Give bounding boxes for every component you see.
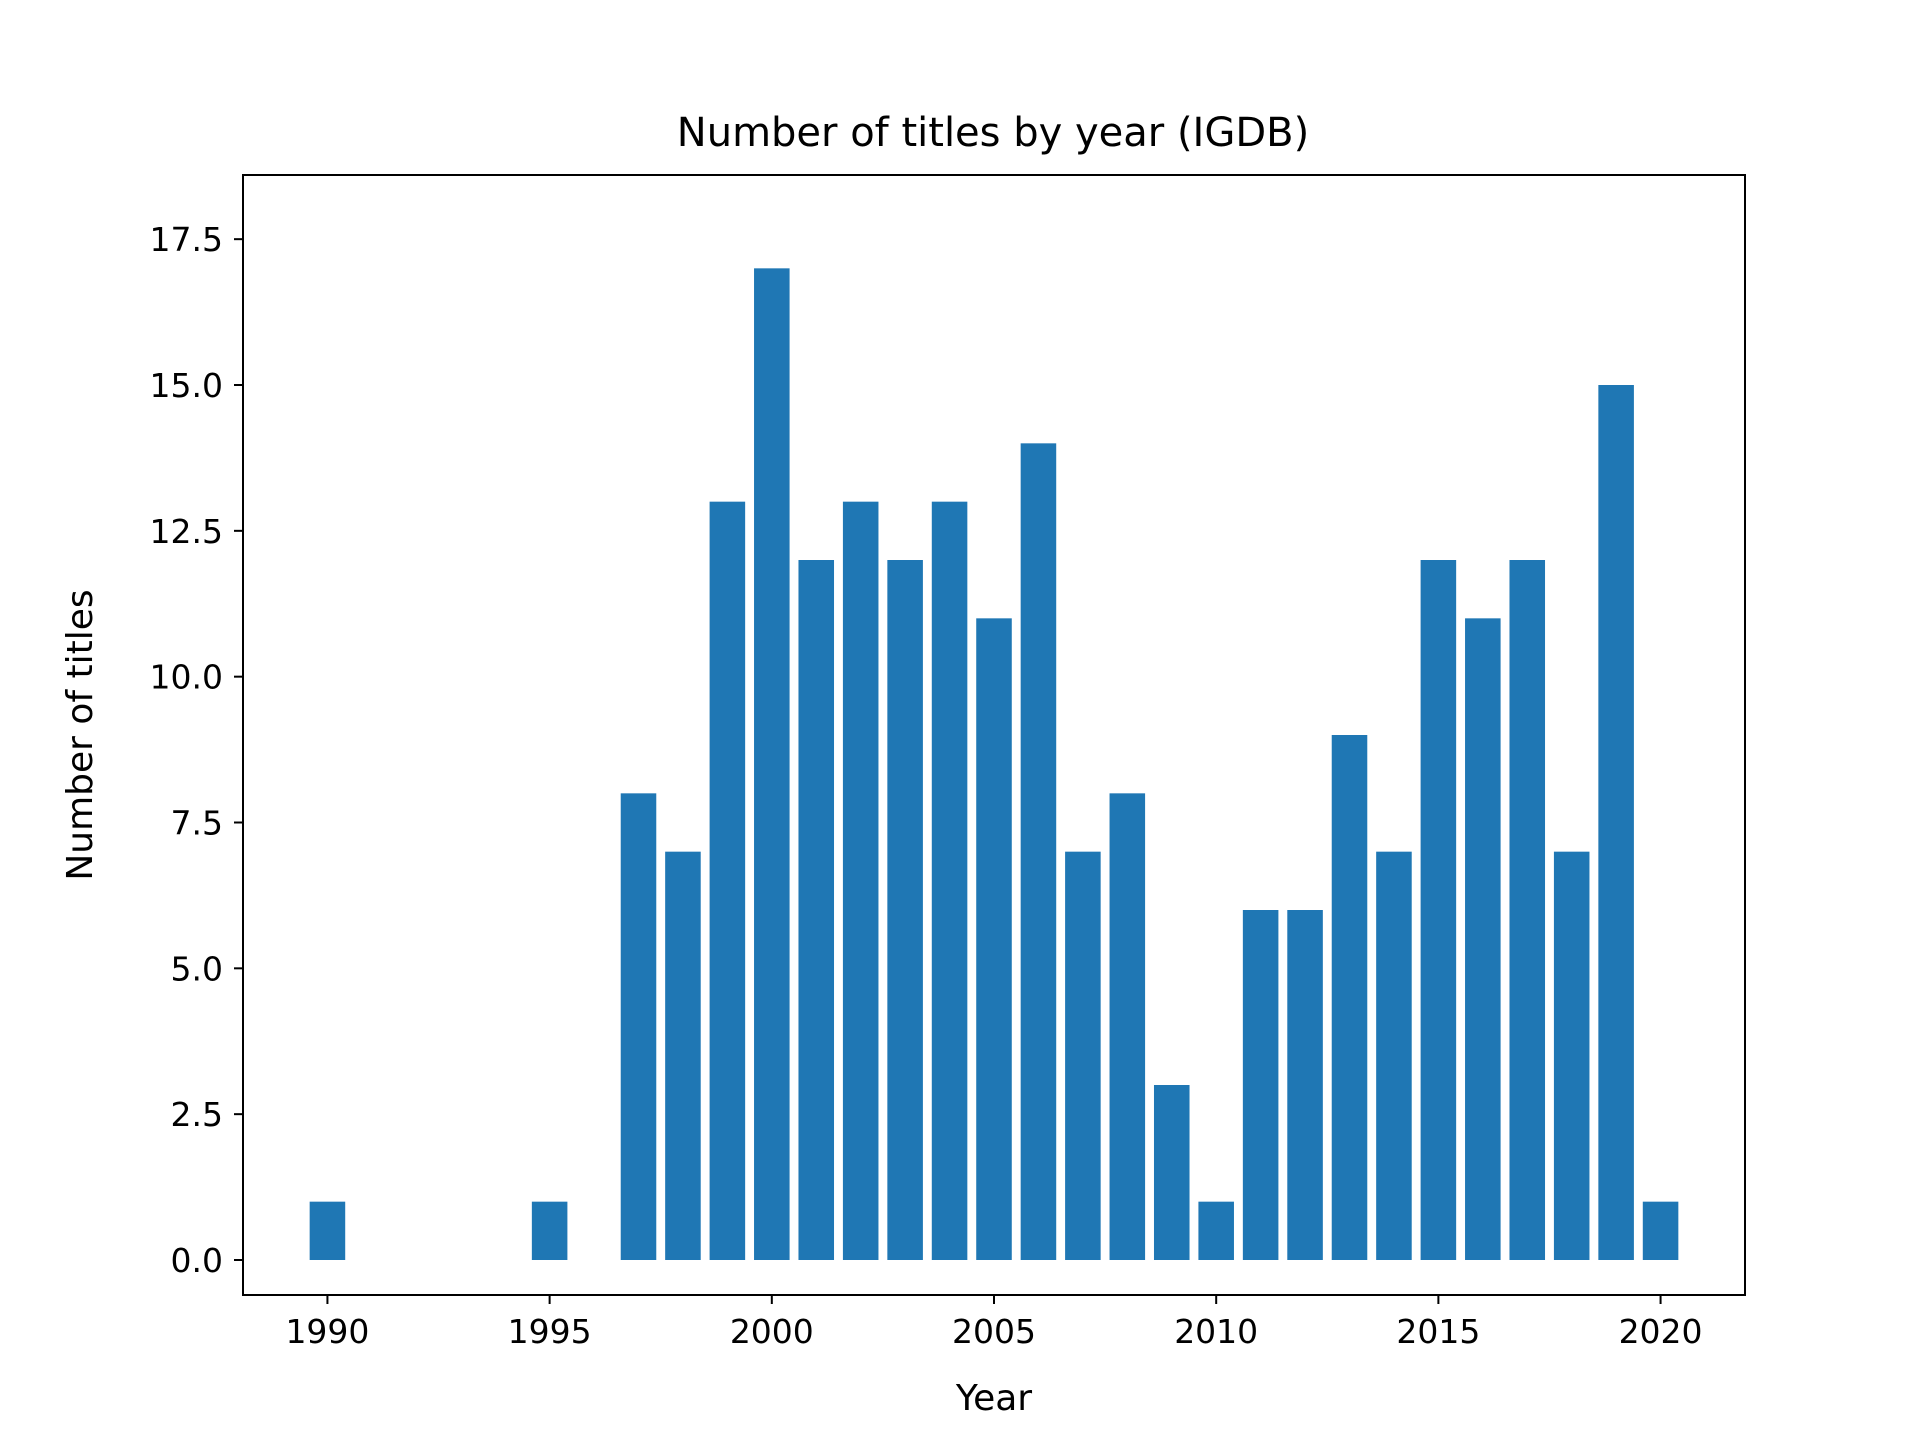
bar-2002	[842, 501, 879, 1261]
bar-1998	[665, 851, 701, 1260]
x-tick-label: 2010	[1174, 1312, 1258, 1351]
y-tick-label: 5.0	[171, 949, 223, 988]
x-tick-label: 2005	[952, 1312, 1036, 1351]
bar-2008	[1109, 793, 1146, 1260]
y-tick-label: 17.5	[150, 220, 223, 259]
bar-2011	[1242, 910, 1279, 1260]
bar-2014	[1376, 851, 1412, 1260]
x-axis-label: Year	[955, 1378, 1032, 1419]
bar-2018	[1553, 851, 1590, 1260]
bar-1999	[709, 501, 746, 1261]
bar-1990	[309, 1201, 346, 1260]
bars-group	[309, 268, 1679, 1261]
bar-2017	[1509, 560, 1546, 1260]
x-tick-label: 2015	[1396, 1312, 1480, 1351]
y-tick-label: 12.5	[150, 512, 223, 551]
bar-2020	[1642, 1201, 1679, 1260]
bar-1997	[620, 793, 657, 1260]
bar-2012	[1287, 910, 1323, 1260]
bar-2015	[1420, 560, 1457, 1260]
x-tick-label: 1995	[508, 1312, 592, 1351]
bar-2019	[1598, 385, 1634, 1260]
y-axis-label: Number of titles	[60, 589, 101, 880]
plot-frame	[242, 174, 1746, 1296]
bar-2016	[1465, 618, 1501, 1260]
bar-2005	[976, 618, 1012, 1260]
bar-2000	[754, 268, 790, 1260]
bar-1995	[531, 1201, 568, 1260]
bar-2001	[798, 560, 835, 1260]
y-tick-label: 7.5	[171, 804, 223, 843]
x-tick-label: 2000	[730, 1312, 814, 1351]
bar-2003	[887, 560, 923, 1260]
y-axis-ticks: 0.0 2.5 5.0 7.5 10.0 12.5 15.0 17.5	[150, 220, 243, 1280]
y-tick-label: 2.5	[171, 1095, 223, 1134]
bar-2004	[931, 501, 968, 1261]
bar-2007	[1065, 851, 1101, 1260]
bar-2006	[1020, 443, 1057, 1260]
bar-2010	[1198, 1201, 1234, 1260]
x-tick-label: 2020	[1619, 1312, 1703, 1351]
x-tick-label: 1990	[285, 1312, 369, 1351]
chart-title: Number of titles by year (IGDB)	[677, 110, 1309, 156]
y-tick-label: 0.0	[171, 1241, 223, 1280]
y-tick-label: 15.0	[150, 366, 223, 405]
x-axis-ticks: 1990 1995 2000 2005 2010 2015 2020	[285, 1295, 1703, 1351]
bar-2013	[1331, 735, 1368, 1260]
y-tick-label: 10.0	[150, 658, 223, 697]
bar-2009	[1153, 1085, 1190, 1260]
